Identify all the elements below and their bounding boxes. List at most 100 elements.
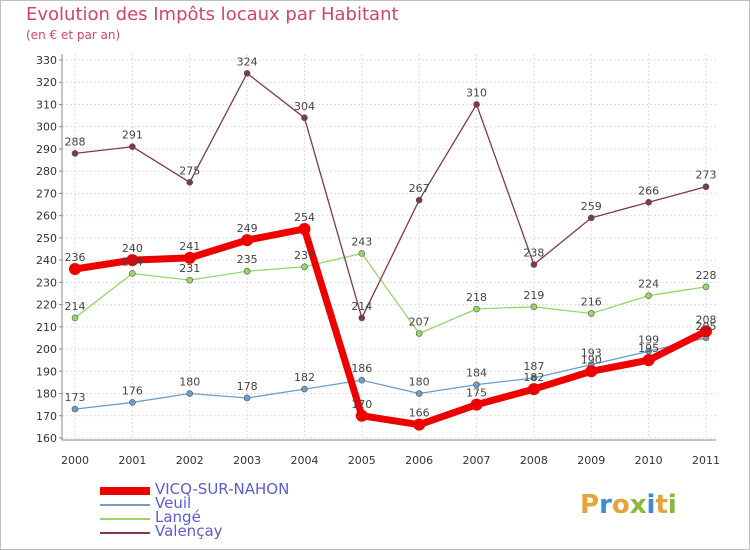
x-tick-label: 2008 bbox=[520, 454, 548, 467]
data-point bbox=[642, 354, 655, 367]
y-tick-label: 240 bbox=[36, 254, 57, 267]
data-point bbox=[186, 390, 194, 397]
data-point bbox=[415, 390, 423, 397]
data-label: 224 bbox=[638, 278, 659, 291]
y-tick-label: 230 bbox=[36, 276, 57, 289]
logo-letter: P bbox=[580, 490, 600, 520]
legend-label: Veuil bbox=[155, 494, 192, 512]
x-tick-label: 2010 bbox=[635, 454, 663, 467]
series-line bbox=[74, 337, 707, 410]
data-label: 304 bbox=[294, 100, 315, 113]
y-tick-label: 160 bbox=[36, 432, 57, 445]
y-tick-label: 290 bbox=[36, 143, 57, 156]
data-point bbox=[358, 250, 366, 257]
data-point bbox=[243, 267, 251, 275]
data-point bbox=[69, 263, 81, 276]
data-label: 291 bbox=[122, 129, 143, 142]
data-label: 267 bbox=[409, 182, 430, 195]
data-point bbox=[473, 305, 480, 313]
data-label: 228 bbox=[696, 269, 717, 282]
logo-letter: t bbox=[655, 490, 668, 520]
data-label: 170 bbox=[351, 398, 372, 411]
data-point bbox=[530, 261, 538, 268]
data-label: 310 bbox=[466, 86, 487, 99]
chart-title: Evolution des Impôts locaux par Habitant bbox=[26, 4, 399, 25]
data-label: 241 bbox=[179, 240, 200, 253]
y-tick-label: 330 bbox=[36, 54, 57, 67]
y-tick-label: 310 bbox=[36, 98, 57, 111]
data-point bbox=[415, 196, 423, 204]
data-point bbox=[243, 394, 251, 402]
legend-swatch bbox=[100, 487, 150, 495]
logo-letter: i bbox=[667, 490, 677, 520]
x-tick-label: 2007 bbox=[463, 454, 491, 467]
data-point bbox=[355, 409, 368, 422]
data-label: 214 bbox=[65, 300, 86, 313]
y-tick-label: 210 bbox=[36, 321, 57, 334]
data-label: 173 bbox=[65, 391, 86, 404]
data-label: 234 bbox=[122, 255, 143, 268]
legend-swatch bbox=[100, 504, 150, 506]
x-tick-label: 2003 bbox=[233, 454, 261, 467]
data-label: 182 bbox=[294, 371, 315, 384]
data-point bbox=[473, 101, 480, 108]
data-label: 193 bbox=[581, 347, 602, 360]
data-label: 175 bbox=[466, 387, 487, 400]
x-tick-label: 2001 bbox=[118, 454, 146, 467]
data-point bbox=[243, 70, 251, 77]
data-point bbox=[702, 283, 710, 291]
data-point bbox=[585, 365, 598, 378]
logo-letter: i bbox=[646, 490, 656, 520]
data-label: 184 bbox=[466, 367, 487, 380]
x-tick-label: 2000 bbox=[61, 454, 89, 467]
data-label: 249 bbox=[237, 222, 258, 235]
data-point bbox=[301, 114, 308, 122]
data-point bbox=[645, 199, 652, 206]
data-point bbox=[415, 330, 423, 337]
data-point bbox=[527, 383, 540, 396]
data-label: 187 bbox=[523, 360, 544, 373]
data-label: 208 bbox=[696, 313, 717, 326]
logo-letter: x bbox=[629, 490, 647, 520]
data-label: 219 bbox=[523, 289, 544, 302]
x-tick-label: 2005 bbox=[348, 454, 376, 467]
data-label: 190 bbox=[581, 353, 602, 366]
data-label: 205 bbox=[696, 320, 717, 333]
series-line bbox=[74, 252, 707, 335]
data-point bbox=[587, 310, 595, 317]
data-label: 254 bbox=[294, 211, 315, 224]
series-line bbox=[74, 72, 707, 319]
data-point bbox=[126, 254, 139, 267]
data-label: 240 bbox=[122, 242, 143, 255]
data-point bbox=[183, 251, 196, 264]
data-label: 180 bbox=[409, 376, 430, 389]
y-tick-label: 220 bbox=[36, 299, 57, 312]
data-point bbox=[645, 292, 652, 299]
legend-swatch bbox=[100, 518, 150, 520]
data-label: 243 bbox=[351, 235, 372, 248]
data-label: 178 bbox=[237, 380, 258, 393]
x-tick-label: 2004 bbox=[290, 454, 318, 467]
y-tick-label: 190 bbox=[36, 365, 57, 378]
legend-label: Langé bbox=[155, 508, 201, 526]
x-tick-label: 2006 bbox=[405, 454, 433, 467]
data-point bbox=[301, 385, 308, 393]
data-point bbox=[186, 276, 194, 284]
y-tick-label: 300 bbox=[36, 121, 57, 134]
data-point bbox=[473, 381, 480, 388]
data-point bbox=[301, 263, 308, 271]
data-label: 238 bbox=[523, 247, 544, 260]
data-label: 216 bbox=[581, 295, 602, 308]
data-label: 259 bbox=[581, 200, 602, 213]
y-tick-label: 250 bbox=[36, 232, 57, 245]
data-point bbox=[241, 234, 254, 247]
y-tick-label: 180 bbox=[36, 388, 57, 401]
legend-label: Valençay bbox=[155, 522, 223, 540]
data-label: 237 bbox=[294, 249, 315, 262]
data-label: 214 bbox=[351, 300, 372, 313]
data-point bbox=[700, 325, 712, 338]
data-label: 288 bbox=[65, 135, 86, 148]
data-point bbox=[71, 405, 79, 413]
data-label: 273 bbox=[696, 169, 717, 182]
